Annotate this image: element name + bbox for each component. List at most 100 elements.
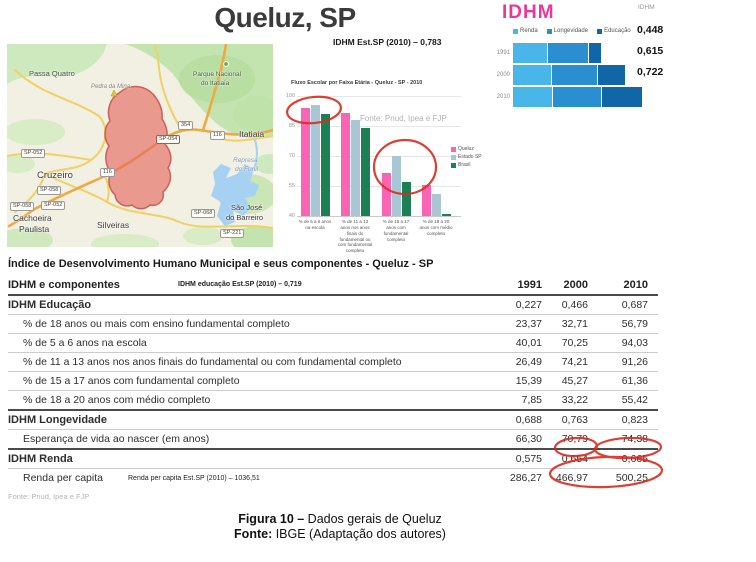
table-cell-value: 70,79: [561, 433, 588, 445]
municipality-map: Passa Quatro Pedra da Mina Parque Nacional…: [7, 44, 273, 247]
idhm-chart-title: IDHM: [502, 2, 555, 23]
idhm-year-label: 1991: [496, 50, 510, 56]
map-label: do Barreiro: [226, 213, 264, 222]
idhm-axis-label: IDHM: [638, 4, 655, 11]
idhm-segment-longevidade: [552, 65, 598, 85]
legend-swatch-icon: [451, 162, 456, 168]
flux-legend-item: Queluz: [451, 146, 482, 152]
idhm-stacked-chart: IDHM IDHM Renda Longevidade Educação 1991 2…: [478, 0, 756, 120]
idhm-segment-longevidade: [552, 87, 603, 107]
table-cell-value: 91,26: [621, 356, 648, 368]
flux-x-label: % de 11 a 13 anos nos anos finais do fundam…: [337, 219, 373, 254]
map-label: Cruzeiro: [37, 170, 73, 181]
table-row-label: % de 11 a 13 anos nos anos finais do fun…: [23, 356, 402, 368]
table-row: IDHM Educação 0,227 0,466 0,687: [8, 296, 658, 315]
flux-x-label: % de 5 a 6 anos na escola: [298, 219, 332, 230]
table-row: % de 11 a 13 anos nos anos finais do fun…: [8, 353, 658, 372]
table-cell-value: 70,25: [561, 337, 588, 349]
flux-legend-item: Brasil: [451, 162, 482, 168]
table-cell-value: 15,39: [515, 375, 542, 387]
table-cell-value: 94,03: [621, 337, 648, 349]
peak-marker-icon: [110, 89, 118, 97]
map-road-badge: SP-058: [10, 202, 35, 211]
flux-bar-queluz: [301, 108, 310, 216]
table-row-label: % de 18 a 20 anos com médio completo: [23, 394, 211, 406]
caption-figure-number: Figura 10 –: [238, 512, 305, 526]
flux-bar-estado-sp: [392, 155, 401, 216]
table-cell-value: 40,01: [515, 337, 542, 349]
map-green-topleft: [7, 44, 107, 84]
table-cell-value: 32,71: [561, 318, 588, 330]
figure-caption: Figura 10 – Dados gerais de Queluz Fonte…: [40, 512, 640, 542]
caption-source-text: IBGE (Adaptação dos autores): [272, 527, 446, 541]
flux-bar-queluz: [341, 113, 350, 216]
idhm-legend-item: Renda: [513, 28, 538, 34]
legend-swatch-icon: [451, 154, 456, 160]
table-cell-value: 0,575: [515, 453, 542, 465]
map-road-badge: 116: [100, 168, 115, 177]
map-road-badge: SP-052: [41, 201, 66, 210]
flux-bar-group: [422, 185, 452, 216]
idhm-total-value: 0,615: [637, 45, 664, 57]
table-cell-value: 0,654: [561, 453, 588, 465]
table-source-note: Fonte: Pnud, Ipea e FJP: [8, 492, 90, 501]
flux-bar-brasil: [402, 181, 411, 216]
flux-bar-group: [382, 155, 412, 216]
idhm-segment-renda: [513, 43, 548, 63]
idhm-segment-educação: [588, 43, 603, 63]
table-cell-value: 0,665: [621, 453, 648, 465]
map-road-badge: 116: [210, 131, 225, 140]
table-cell-value: 0,466: [561, 299, 588, 311]
idhm-bar-2000: [513, 65, 626, 85]
table-row-label: % de 15 a 17 anos com fundamental comple…: [23, 375, 240, 387]
legend-label: Renda: [520, 28, 538, 34]
table-cell-value: 23,37: [515, 318, 542, 330]
table-cell-value: 45,27: [561, 375, 588, 387]
caption-source-word: Fonte:: [234, 527, 273, 541]
table-row: IDHM Renda 0,575 0,654 0,665: [8, 450, 658, 469]
map-label: Itatiaia: [239, 129, 265, 139]
legend-swatch-icon: [546, 28, 552, 34]
idhm-segment-longevidade: [547, 43, 589, 63]
map-road-badge: SP-054: [156, 135, 181, 144]
flux-bar-estado-sp: [351, 120, 360, 216]
table-header-row: IDHM e componentes IDHM educação Est.SP …: [8, 275, 658, 296]
flux-bar-brasil: [321, 113, 330, 216]
idhm-segment-renda: [513, 87, 553, 107]
table-row-label: Renda per capita: [23, 472, 103, 484]
flux-gridline: [297, 96, 461, 97]
flux-legend: Queluz Estado SP Brasil: [451, 146, 482, 170]
flux-bar-group: [301, 105, 331, 216]
map-secondary-roads: [7, 44, 273, 229]
flux-y-tick: 100: [285, 93, 295, 99]
legend-swatch-icon: [451, 146, 456, 152]
table-cell-value: 61,36: [621, 375, 648, 387]
map-label: Paulista: [19, 224, 50, 234]
legend-label: Queluz: [458, 146, 474, 152]
flux-chart-title: Fluxo Escolar por Faixa Etária - Queluz …: [291, 80, 423, 86]
map-label: Cachoeira: [13, 213, 52, 223]
map-label: do Itatiaia: [201, 80, 230, 87]
table-header-1991: 1991: [517, 278, 542, 291]
map-label: do Funil: [235, 166, 259, 173]
caption-line1: Figura 10 – Dados gerais de Queluz: [40, 512, 640, 527]
map-road-badge: SP-068: [191, 209, 216, 218]
legend-label: Estado SP: [458, 154, 482, 160]
flux-source-note: Fonte: Pnud, Ipea e FJP: [360, 114, 447, 123]
table-cell-value: 466,97: [555, 472, 588, 484]
flux-bar-estado-sp: [432, 194, 441, 216]
map-label: Pedra da Mina: [91, 84, 131, 90]
idhm-total-value: 0,722: [637, 66, 664, 78]
map-road-badge: 354: [178, 121, 194, 130]
table-cell-value: 286,27: [509, 472, 542, 484]
idhm-bar-1991: [513, 43, 603, 63]
idhm-segment-renda: [513, 65, 553, 85]
flux-bar-estado-sp: [311, 105, 320, 216]
table-row-label: % de 18 anos ou mais com ensino fundamen…: [23, 318, 290, 330]
table-row: % de 5 a 6 anos na escola 40,01 70,25 94,03: [8, 334, 658, 353]
map-label: Silveiras: [97, 220, 130, 230]
table-cell-value: 0,688: [515, 414, 542, 426]
table-row: Renda per capita Renda per capita Est.SP …: [8, 469, 658, 487]
table-cell-value: 0,823: [621, 414, 648, 426]
